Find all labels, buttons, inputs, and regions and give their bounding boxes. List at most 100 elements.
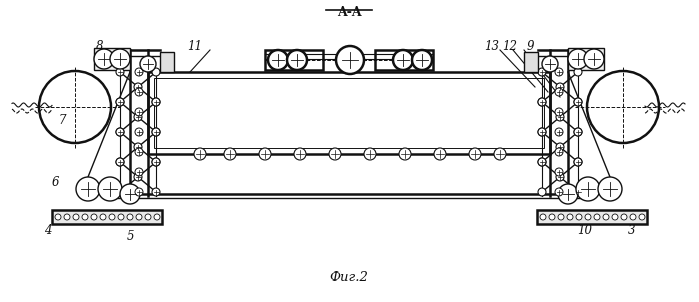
Text: 8: 8: [96, 40, 103, 53]
Bar: [160, 52, 174, 72]
Circle shape: [574, 158, 582, 166]
Circle shape: [574, 128, 582, 136]
Circle shape: [152, 188, 160, 196]
Circle shape: [329, 148, 341, 160]
Circle shape: [556, 173, 564, 181]
Circle shape: [152, 158, 160, 166]
Text: 5: 5: [127, 230, 134, 243]
Circle shape: [538, 188, 546, 196]
Text: 7: 7: [58, 114, 66, 127]
Circle shape: [152, 98, 160, 106]
Circle shape: [109, 214, 115, 220]
Circle shape: [612, 214, 618, 220]
Circle shape: [152, 158, 160, 166]
Circle shape: [494, 148, 506, 160]
Circle shape: [538, 98, 546, 106]
Circle shape: [73, 214, 79, 220]
Circle shape: [64, 214, 70, 220]
Circle shape: [598, 177, 622, 201]
Circle shape: [135, 168, 143, 176]
Circle shape: [135, 88, 143, 96]
Circle shape: [555, 188, 563, 196]
Bar: [154, 78, 544, 148]
Circle shape: [135, 68, 143, 76]
Circle shape: [621, 214, 627, 220]
Circle shape: [364, 148, 376, 160]
Circle shape: [154, 214, 160, 220]
Circle shape: [556, 113, 564, 121]
Circle shape: [152, 68, 160, 76]
Circle shape: [639, 214, 645, 220]
Circle shape: [574, 98, 582, 106]
Circle shape: [556, 83, 564, 91]
Circle shape: [287, 50, 307, 70]
Circle shape: [393, 50, 413, 70]
Text: 4: 4: [44, 223, 52, 236]
Bar: [265, 50, 323, 70]
Circle shape: [94, 49, 114, 69]
Circle shape: [434, 148, 446, 160]
Circle shape: [134, 173, 142, 181]
Circle shape: [549, 214, 555, 220]
Circle shape: [55, 214, 61, 220]
Text: 9: 9: [526, 40, 534, 53]
Circle shape: [555, 88, 563, 96]
Bar: [52, 210, 162, 224]
Circle shape: [116, 158, 124, 166]
Text: Фиг.2: Фиг.2: [329, 271, 368, 284]
Circle shape: [558, 184, 578, 204]
Circle shape: [118, 214, 124, 220]
Circle shape: [116, 98, 124, 106]
Circle shape: [145, 214, 151, 220]
Text: 3: 3: [628, 223, 636, 236]
Bar: [148, 72, 550, 154]
Circle shape: [194, 148, 206, 160]
Circle shape: [574, 68, 582, 76]
Circle shape: [555, 168, 563, 176]
Circle shape: [116, 128, 124, 136]
Bar: [524, 52, 538, 72]
Bar: [94, 48, 130, 70]
Circle shape: [116, 128, 124, 136]
Circle shape: [294, 148, 306, 160]
Circle shape: [542, 56, 558, 72]
Circle shape: [538, 98, 546, 106]
Circle shape: [259, 148, 271, 160]
Circle shape: [574, 98, 582, 106]
Circle shape: [136, 214, 142, 220]
Circle shape: [538, 128, 546, 136]
Circle shape: [91, 214, 97, 220]
Circle shape: [100, 214, 106, 220]
Text: 6: 6: [51, 175, 59, 188]
Circle shape: [120, 184, 140, 204]
Circle shape: [140, 56, 156, 72]
Circle shape: [76, 177, 100, 201]
Circle shape: [110, 49, 130, 69]
Circle shape: [336, 46, 364, 74]
Circle shape: [135, 128, 143, 136]
Text: 11: 11: [187, 40, 203, 53]
Circle shape: [538, 158, 546, 166]
Circle shape: [469, 148, 481, 160]
Circle shape: [135, 148, 143, 156]
Circle shape: [116, 188, 124, 196]
Circle shape: [116, 158, 124, 166]
Bar: [568, 48, 604, 70]
Circle shape: [584, 49, 604, 69]
Circle shape: [116, 98, 124, 106]
Circle shape: [152, 128, 160, 136]
Circle shape: [603, 214, 609, 220]
Text: 13: 13: [484, 40, 500, 53]
Circle shape: [594, 214, 600, 220]
Circle shape: [574, 188, 582, 196]
Circle shape: [555, 148, 563, 156]
Circle shape: [224, 148, 236, 160]
Circle shape: [268, 50, 288, 70]
Bar: [375, 50, 433, 70]
Circle shape: [116, 68, 124, 76]
Circle shape: [567, 214, 573, 220]
Circle shape: [587, 71, 659, 143]
Circle shape: [127, 214, 133, 220]
Circle shape: [585, 214, 591, 220]
Circle shape: [135, 188, 143, 196]
